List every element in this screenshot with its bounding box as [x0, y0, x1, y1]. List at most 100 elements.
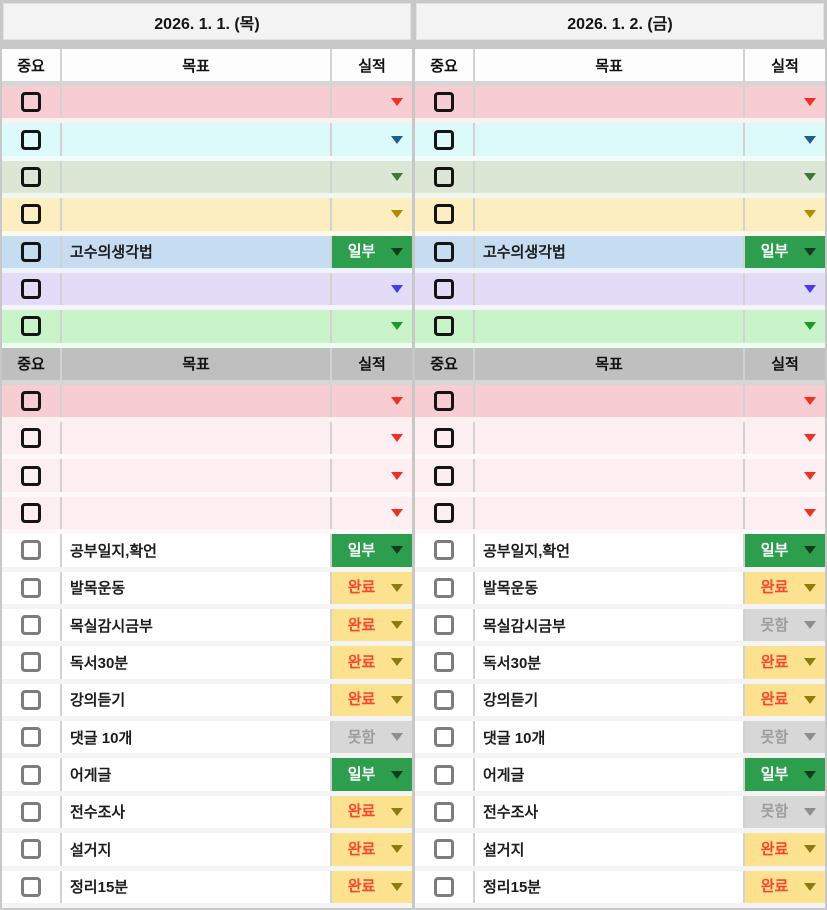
important-checkbox[interactable] [434, 204, 454, 225]
status-dropdown[interactable] [745, 198, 825, 231]
important-checkbox[interactable] [434, 241, 454, 262]
status-dropdown[interactable]: 일부 [745, 534, 825, 567]
goal-cell[interactable]: 독서30분 [475, 646, 743, 679]
important-checkbox[interactable] [21, 428, 41, 449]
goal-cell[interactable]: 어게글 [475, 758, 743, 791]
status-dropdown[interactable] [332, 123, 412, 156]
goal-cell[interactable] [62, 384, 330, 417]
important-checkbox[interactable] [21, 689, 41, 710]
goal-cell[interactable]: 전수조사 [62, 795, 330, 829]
important-checkbox[interactable] [434, 689, 454, 710]
important-checkbox[interactable] [21, 241, 41, 262]
important-checkbox[interactable] [434, 652, 454, 673]
goal-cell[interactable] [62, 310, 330, 343]
goal-cell[interactable] [62, 86, 330, 119]
status-dropdown[interactable] [745, 310, 825, 343]
important-checkbox[interactable] [21, 502, 41, 523]
goal-cell[interactable] [475, 198, 743, 231]
goal-cell[interactable] [475, 496, 743, 530]
important-checkbox[interactable] [21, 652, 41, 673]
status-dropdown[interactable] [332, 422, 412, 455]
status-dropdown[interactable] [332, 272, 412, 306]
goal-cell[interactable]: 목실감시금부 [62, 608, 330, 642]
status-dropdown[interactable]: 완료 [332, 833, 412, 866]
important-checkbox[interactable] [21, 129, 41, 150]
goal-cell[interactable]: 전수조사 [475, 795, 743, 829]
goal-cell[interactable] [62, 422, 330, 455]
status-dropdown[interactable]: 완료 [332, 795, 412, 829]
status-dropdown[interactable] [745, 272, 825, 306]
goal-cell[interactable] [475, 160, 743, 194]
goal-cell[interactable] [475, 123, 743, 156]
goal-cell[interactable] [62, 272, 330, 306]
goal-cell[interactable] [62, 123, 330, 156]
status-dropdown[interactable]: 완료 [332, 870, 412, 903]
goal-cell[interactable]: 공부일지,확언 [62, 534, 330, 567]
goal-cell[interactable]: 댓글 10개 [475, 721, 743, 754]
goal-cell[interactable]: 고수의생각법 [475, 235, 743, 268]
important-checkbox[interactable] [434, 577, 454, 598]
status-dropdown[interactable] [745, 459, 825, 492]
status-dropdown[interactable] [332, 310, 412, 343]
important-checkbox[interactable] [434, 166, 454, 187]
goal-cell[interactable] [62, 496, 330, 530]
goal-cell[interactable]: 정리15분 [62, 870, 330, 903]
status-dropdown[interactable]: 일부 [332, 534, 412, 567]
status-dropdown[interactable] [745, 496, 825, 530]
important-checkbox[interactable] [21, 615, 41, 636]
status-dropdown[interactable]: 일부 [745, 235, 825, 268]
goal-cell[interactable]: 댓글 10개 [62, 721, 330, 754]
important-checkbox[interactable] [434, 615, 454, 636]
goal-cell[interactable]: 어게글 [62, 758, 330, 791]
status-dropdown[interactable]: 완료 [745, 833, 825, 866]
important-checkbox[interactable] [434, 428, 454, 449]
goal-cell[interactable] [475, 272, 743, 306]
goal-cell[interactable] [62, 160, 330, 194]
important-checkbox[interactable] [21, 727, 41, 748]
status-dropdown[interactable] [332, 496, 412, 530]
status-dropdown[interactable]: 완료 [332, 608, 412, 642]
important-checkbox[interactable] [21, 465, 41, 486]
important-checkbox[interactable] [434, 764, 454, 785]
goal-cell[interactable] [475, 384, 743, 417]
important-checkbox[interactable] [21, 204, 41, 225]
important-checkbox[interactable] [21, 166, 41, 187]
status-dropdown[interactable] [745, 160, 825, 194]
goal-cell[interactable]: 공부일지,확언 [475, 534, 743, 567]
status-dropdown[interactable] [332, 459, 412, 492]
goal-cell[interactable] [62, 198, 330, 231]
status-dropdown[interactable]: 완료 [745, 870, 825, 903]
status-dropdown[interactable] [745, 123, 825, 156]
status-dropdown[interactable] [332, 86, 412, 119]
status-dropdown[interactable]: 일부 [745, 758, 825, 791]
important-checkbox[interactable] [434, 839, 454, 860]
goal-cell[interactable]: 고수의생각법 [62, 235, 330, 268]
status-dropdown[interactable]: 못함 [745, 608, 825, 642]
status-dropdown[interactable]: 못함 [332, 721, 412, 754]
goal-cell[interactable] [475, 422, 743, 455]
important-checkbox[interactable] [434, 390, 454, 411]
status-dropdown[interactable]: 일부 [332, 758, 412, 791]
goal-cell[interactable] [475, 459, 743, 492]
goal-cell[interactable] [475, 310, 743, 343]
important-checkbox[interactable] [434, 502, 454, 523]
status-dropdown[interactable] [332, 384, 412, 417]
goal-cell[interactable]: 목실감시금부 [475, 608, 743, 642]
important-checkbox[interactable] [434, 540, 454, 561]
status-dropdown[interactable]: 완료 [332, 571, 412, 604]
goal-cell[interactable]: 강의듣기 [62, 683, 330, 716]
status-dropdown[interactable]: 완료 [332, 683, 412, 716]
important-checkbox[interactable] [21, 390, 41, 411]
important-checkbox[interactable] [21, 876, 41, 897]
goal-cell[interactable]: 정리15분 [475, 870, 743, 903]
important-checkbox[interactable] [21, 540, 41, 561]
goal-cell[interactable] [62, 459, 330, 492]
status-dropdown[interactable] [745, 422, 825, 455]
goal-cell[interactable]: 독서30분 [62, 646, 330, 679]
important-checkbox[interactable] [434, 727, 454, 748]
important-checkbox[interactable] [434, 279, 454, 300]
important-checkbox[interactable] [21, 764, 41, 785]
important-checkbox[interactable] [434, 465, 454, 486]
important-checkbox[interactable] [21, 316, 41, 337]
status-dropdown[interactable] [745, 384, 825, 417]
